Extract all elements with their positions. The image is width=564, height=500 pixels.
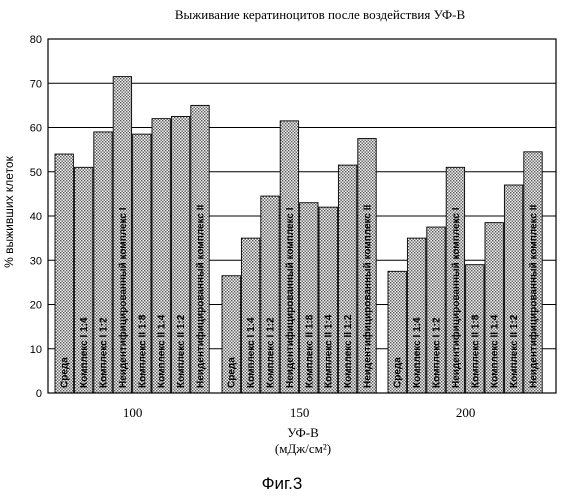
bar-label: Неидентифицированный комплекс I	[117, 207, 129, 388]
bar-label: Неидентифицированный комплекс II	[362, 204, 374, 388]
bar-label: Комплекс I 1:4	[412, 317, 423, 388]
y-tick-label: 60	[30, 123, 42, 135]
bar-label: Комплекс II 1:8	[137, 314, 148, 388]
bar-label: Комплекс I 1:2	[432, 317, 443, 388]
x-axis-unit: (мДж/см²)	[275, 441, 331, 456]
bar-label: Комплекс I 1:4	[246, 317, 257, 388]
y-tick-label: 80	[30, 34, 42, 46]
bar-label: Среда	[227, 357, 238, 388]
figure-caption: Фиг.3	[0, 474, 564, 494]
bar-label: Комплекс II 1:4	[490, 314, 501, 388]
bar-label: Комплекс I 1:4	[79, 317, 90, 388]
bar-label: Среда	[60, 357, 71, 388]
y-tick-label: 30	[30, 255, 42, 267]
x-axis-label: УФ-В	[287, 425, 319, 440]
y-tick-label: 50	[30, 167, 42, 179]
bar-label: Комплекс II 1:4	[324, 314, 335, 388]
bar-label: Комплекс II 1:2	[343, 314, 354, 388]
y-axis-label: % выживших клеток	[2, 155, 16, 267]
x-tick-label: 100	[123, 405, 143, 420]
bar	[55, 154, 73, 393]
y-tick-label: 40	[30, 211, 42, 223]
bar-label: Комплекс II 1:4	[157, 314, 168, 388]
x-tick-label: 150	[290, 405, 310, 420]
bar-label: Комплекс II 1:8	[304, 314, 315, 388]
y-tick-label: 10	[30, 344, 42, 356]
bar-label: Неидентифицированный комплекс II	[528, 204, 540, 388]
y-tick-label: 20	[30, 300, 42, 312]
bar-label: Комплекс I 1:2	[99, 317, 110, 388]
bar-label: Комплекс II 1:8	[470, 314, 481, 388]
bar-label: Неидентифицированный комплекс II	[195, 204, 207, 388]
y-tick-label: 70	[30, 78, 42, 90]
bar-label: Комплекс II 1:2	[509, 314, 520, 388]
bar-label: Комплекс II 1:2	[176, 314, 187, 388]
y-tick-label: 0	[36, 388, 42, 400]
bar-label: Среда	[393, 357, 404, 388]
bar-label: Комплекс I 1:2	[266, 317, 277, 388]
bar-label: Неидентифицированный комплекс I	[284, 207, 296, 388]
bar-label: Неидентифицированный комплекс I	[450, 207, 462, 388]
x-tick-label: 200	[456, 405, 476, 420]
chart-title: Выживание кератиноцитов после воздействи…	[175, 7, 466, 22]
